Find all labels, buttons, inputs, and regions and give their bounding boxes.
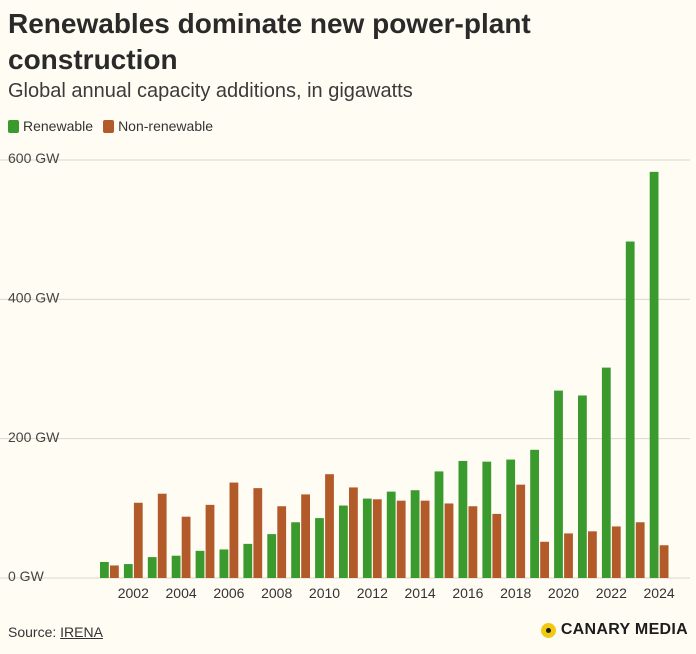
x-tick-label: 2004 [166,585,197,601]
x-tick-label: 2016 [452,585,483,601]
bar-non-renewable-2007 [253,488,263,578]
legend-item-renewable: Renewable [8,118,93,134]
bar-non-renewable-2001 [110,565,119,578]
legend-label-non-renewable: Non-renewable [118,118,214,134]
bar-renewable-2006 [219,549,229,578]
x-tick-label: 2018 [500,585,531,601]
bar-non-renewable-2003 [157,493,167,578]
brand-name: CANARY MEDIA [560,621,688,638]
bar-non-renewable-2016 [468,506,478,578]
bar-renewable-2016 [458,460,468,578]
bar-non-renewable-2006 [229,482,239,578]
bar-non-renewable-2004 [181,516,191,578]
bar-renewable-2003 [147,557,157,578]
bar-renewable-2020 [554,390,563,578]
bar-renewable-2018 [506,459,516,578]
legend-item-non-renewable: Non-renewable [103,118,213,134]
bar-renewable-2022 [601,367,611,578]
chart-subtitle: Global annual capacity additions, in gig… [8,80,413,102]
source-link[interactable]: IRENA [60,624,103,640]
legend-swatch-renewable [8,119,19,133]
bar-non-renewable-2017 [492,513,502,578]
bar-non-renewable-2022 [611,526,621,578]
bar-non-renewable-2012 [372,499,382,578]
x-tick-label: 2020 [548,585,579,601]
bar-chart: 0 GW 200 GW 400 GW 600 GW 2002 2004 2006 2008 20… [0,150,690,601]
bar-non-renewable-2002 [133,502,143,578]
bar-renewable-2012 [362,498,372,578]
bar-non-renewable-2020 [564,533,573,578]
bar-non-renewable-2008 [277,506,287,578]
brand-logo: CANARY MEDIA [540,621,688,639]
bar-non-renewable-2009 [301,494,310,578]
bar-renewable-2017 [482,461,492,578]
x-tick-label: 2024 [644,585,675,601]
brand-dot-icon [540,622,556,638]
bar-renewable-2009 [291,522,300,578]
bar-non-renewable-2024 [659,545,669,578]
legend-label-renewable: Renewable [23,118,94,134]
bar-renewable-2024 [649,171,659,579]
bar-renewable-2005 [195,550,205,578]
source-prefix: Source: [8,624,61,640]
x-tick-label: 2022 [596,585,627,601]
bar-renewable-2001 [100,561,109,578]
y-tick-label: 200 GW [8,429,60,445]
y-tick-label: 0 GW [8,568,45,584]
bar-renewable-2014 [410,490,420,578]
x-tick-label: 2012 [357,585,388,601]
bar-non-renewable-2010 [325,474,334,578]
bar-renewable-2019 [530,449,539,578]
bar-non-renewable-2019 [540,541,549,578]
bar-non-renewable-2005 [205,504,215,578]
legend: Renewable Non-renewable [8,118,223,134]
x-tick-label: 2002 [118,585,149,601]
x-tick-label: 2008 [261,585,292,601]
bar-renewable-2011 [339,505,348,578]
bar-renewable-2010 [315,518,324,578]
chart-title: Renewables dominate new power-plant cons… [8,8,531,75]
bar-non-renewable-2023 [635,522,645,578]
bar-renewable-2021 [578,395,587,578]
source-note: Source: IRENA [8,624,103,640]
bar-renewable-2004 [171,555,181,578]
x-tick-label: 2010 [309,585,340,601]
bar-non-renewable-2014 [420,500,430,578]
x-tick-label: 2006 [213,585,244,601]
bar-renewable-2023 [625,241,635,578]
bar-non-renewable-2011 [349,487,358,578]
bar-renewable-2007 [243,543,253,578]
bar-renewable-2008 [267,534,277,578]
bar-renewable-2002 [123,564,133,578]
bar-renewable-2013 [386,491,396,578]
bar-non-renewable-2015 [444,503,454,578]
y-tick-label: 600 GW [8,150,60,166]
y-tick-label: 400 GW [8,290,60,306]
bar-non-renewable-2021 [588,531,597,578]
bar-renewable-2015 [434,471,444,578]
legend-swatch-non-renewable [103,119,115,133]
bar-non-renewable-2018 [516,484,526,578]
bar-non-renewable-2013 [396,500,406,578]
x-tick-label: 2014 [405,585,436,601]
